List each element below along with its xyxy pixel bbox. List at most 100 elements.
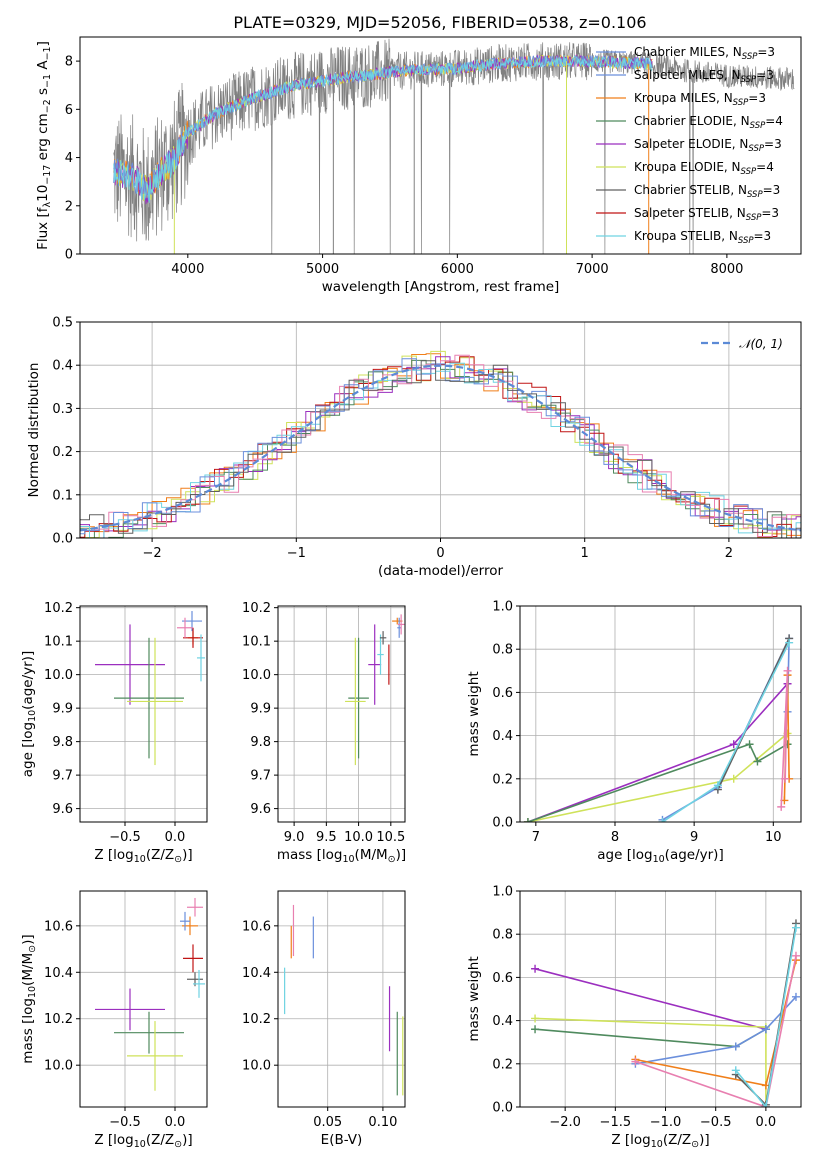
legend-entry-n: N	[739, 137, 748, 151]
spectrum-ylabel-part: −17	[42, 165, 53, 185]
legend-entry-name: Chabrier STELIB,	[634, 183, 738, 197]
weight_vs_Z-lines	[531, 919, 800, 1107]
legend-entry-name: Salpeter MILES,	[634, 68, 732, 82]
spectrum-axes: 4000 5000 6000 7000 8000 0 2 4 6 8 wavelength [Ang…	[35, 41, 743, 295]
age_vs_mass-points	[345, 614, 405, 766]
legend-entry-count: =4	[765, 114, 783, 128]
age_vs_mass-ytick-label: 10.2	[242, 601, 271, 616]
age_vs_mass-ytick-label: 9.7	[250, 769, 271, 784]
weight-series-line	[527, 683, 789, 822]
residuals-histograms	[80, 350, 801, 538]
mass_vs_EBV-ytick-label: 10.0	[242, 1059, 271, 1074]
mass_vs_Z-ytick-label: 10.4	[44, 966, 73, 981]
weight-point-marker	[781, 774, 790, 783]
age_vs_Z-ytick-label: 9.8	[52, 735, 73, 750]
weight_vs_age-ytick-label: 0.0	[492, 816, 513, 831]
age_vs_mass-xlabel-part: 10	[342, 854, 354, 865]
mass_vs_Z-frame	[79, 890, 208, 1108]
weight_vs_age-xtick-label: 9	[690, 830, 698, 845]
legend-entry-name: Kroupa STELIB,	[634, 229, 729, 243]
legend-entry-count: =3	[757, 45, 775, 59]
legend-entry-count: =3	[754, 229, 772, 243]
mass_vs_EBV-xlabel: E(B-V)	[321, 1132, 363, 1148]
age_vs_mass-xlabel-part: mass [log	[277, 847, 343, 863]
age_vs_mass-xlabel-part: (M/M	[355, 847, 388, 863]
spectrum-ytick-label: 0	[65, 248, 73, 263]
age_vs_mass-xtick-label: 10.5	[376, 830, 405, 845]
weight-point-marker	[531, 1014, 540, 1023]
age_vs_mass-xlabel: mass [log10(M/M⊙)]	[277, 847, 406, 865]
weight_vs_Z-xtick-label: −0.5	[700, 1115, 732, 1130]
weight_vs_age-ytick-label: 1.0	[492, 600, 513, 615]
weight_vs_Z-ytick-label: 0.4	[492, 1014, 513, 1029]
mass_vs_EBV-ytick-label: 10.2	[242, 1012, 271, 1027]
weight-point-marker	[713, 781, 722, 790]
mass_vs_Z-xlabel: Z [log10(Z/Z⊙)]	[94, 1132, 192, 1150]
legend-entry-count: =3	[761, 206, 779, 220]
legend-entry-name: Kroupa MILES,	[634, 91, 724, 105]
histogram-step-line	[80, 358, 801, 535]
mass_vs_Z-xlabel-part: ⊙	[174, 1139, 182, 1150]
residuals-xtick-label: 0	[436, 546, 444, 561]
age_vs_mass-xlabel-part: ⊙	[388, 854, 396, 865]
legend-entry-n: N	[729, 229, 738, 243]
weight-point-marker	[531, 1025, 540, 1034]
legend-entry-sub: SSP	[748, 144, 764, 154]
weight_vs_age-xtick-label: 8	[611, 830, 619, 845]
mass_vs_EBV-frame	[277, 890, 406, 1108]
age_vs_Z-points	[95, 611, 205, 766]
spectrum-lines	[113, 38, 795, 254]
spectrum-ylabel-part: s	[35, 88, 51, 99]
legend-entry: Salpeter MILES, NSSP=3	[634, 68, 774, 85]
age_vs_mass-xtick-label: 10.0	[344, 830, 373, 845]
weight_vs_age-xlabel-part: age [log	[597, 847, 652, 863]
residuals-ytick-label: 0.2	[52, 445, 73, 460]
mass_vs_Z-xlabel-part: (Z/Z	[146, 1132, 174, 1148]
mass_vs_EBV-ytick-label: 10.6	[242, 919, 271, 934]
weight-point-marker	[631, 1057, 640, 1066]
residuals-frame	[79, 321, 802, 539]
mass_vs_Z-ylabel-part: mass [log	[20, 998, 36, 1064]
spectrum-ylabel-part: erg cm	[35, 113, 51, 164]
legend-entry: Kroupa STELIB, NSSP=3	[634, 229, 771, 246]
age_vs_mass-frame	[277, 605, 406, 823]
weight_vs_Z-ytick-label: 0.8	[492, 928, 513, 943]
spectrum-xlabel: wavelength [Angstrom, rest frame]	[322, 279, 560, 295]
residuals-ytick-label: 0.1	[52, 488, 73, 503]
spectrum-ylabel-part: −1	[42, 74, 53, 88]
age_vs_Z-ytick-label: 9.7	[52, 769, 73, 784]
age_vs_Z-xlabel-part: Z [log	[94, 847, 133, 863]
weight-series-line	[662, 638, 790, 821]
spectrum-ytick-label: 8	[65, 55, 73, 70]
mass_vs_Z-xlabel-part: 10	[134, 1139, 146, 1150]
weight_vs_age-ytick-label: 0.8	[492, 643, 513, 658]
histogram-step-line	[80, 350, 801, 538]
spectrum-xtick-label: 7000	[576, 262, 609, 277]
weight-series-line	[635, 955, 797, 1107]
age_vs_Z-xlabel: Z [log10(Z/Z⊙)]	[94, 847, 192, 865]
legend-entry-name: Chabrier ELODIE,	[634, 114, 741, 128]
weight-point-marker	[731, 1066, 740, 1075]
residuals-ylabel: Normed distribution	[26, 363, 42, 498]
weight-point-marker	[729, 774, 738, 783]
residuals-xtick-label: 1	[581, 546, 589, 561]
weight_vs_Z-axes: −2.0 −1.5 −1.0 −0.5 0.0 0.0 0.2 0.4 0.6 0.8 1.0 Z […	[466, 885, 801, 1150]
legend-entry-n: N	[733, 45, 742, 59]
age_vs_Z-xtick-label: 0.0	[165, 830, 186, 845]
weight_vs_Z-ytick-label: 0.2	[492, 1057, 513, 1072]
weight_vs_Z-xlabel-part: (Z/Z	[663, 1132, 691, 1148]
age_vs_Z-frame	[79, 605, 208, 823]
weight_vs_Z-xlabel-part: 10	[651, 1139, 663, 1150]
spectrum-xtick-label: 8000	[710, 262, 743, 277]
weight_vs_age-xlabel: age [log10(age/yr)]	[597, 847, 723, 865]
mass_vs_Z-xlabel-part: )]	[182, 1132, 193, 1148]
weight-point-marker	[791, 923, 800, 932]
spectrum-xtick-label: 6000	[441, 262, 474, 277]
age_vs_mass-xtick-label: 9.5	[316, 830, 337, 845]
mass_vs_EBV-xtick-label: 0.05	[313, 1115, 342, 1130]
weight_vs_Z-frame	[519, 890, 802, 1108]
weight-point-marker	[777, 802, 786, 811]
weight_vs_age-ytick-label: 0.2	[492, 772, 513, 787]
mass_vs_Z-axes: −0.5 0.010.010.210.410.6Z [log10(Z/Z⊙)]ma…	[20, 891, 207, 1150]
weight-point-marker	[785, 638, 794, 647]
